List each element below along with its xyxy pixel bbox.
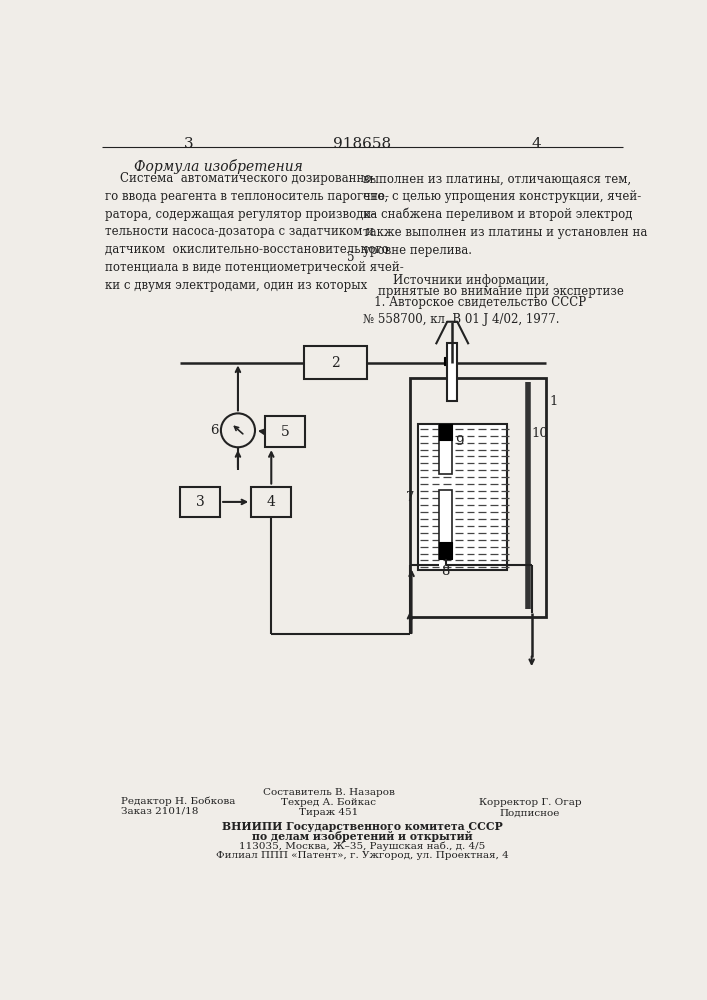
Bar [410,378,546,617]
Text: Корректор Г. Огар: Корректор Г. Огар [479,798,581,807]
Text: принятые во внимание при экспертизе: принятые во внимание при экспертизе [363,285,624,298]
Bar [448,343,457,401]
Text: Заказ 2101/18: Заказ 2101/18 [121,806,198,815]
Text: Редактор Н. Бобкова: Редактор Н. Бобкова [121,796,235,806]
Text: 4: 4 [532,137,541,151]
Bar [304,346,368,379]
Text: 7: 7 [405,491,414,504]
Bar [180,487,220,517]
Bar [418,424,507,570]
Text: 918658: 918658 [333,137,391,151]
Text: Источники информации,: Источники информации, [363,274,549,287]
Text: Техред А. Бойкас: Техред А. Бойкас [281,798,376,807]
Text: Формула изобретения: Формула изобретения [134,158,303,174]
Bar [251,487,291,517]
Bar [440,424,452,440]
Bar [444,357,451,365]
Text: Система  автоматического дозированно-
го ввода реагента в теплоноситель парогене: Система автоматического дозированно- го … [105,172,404,292]
Text: Подписное: Подписное [500,808,561,817]
Text: 1: 1 [549,395,558,408]
Text: 5: 5 [346,251,354,264]
Text: 3: 3 [196,495,204,509]
Text: Тираж 451: Тираж 451 [299,808,358,817]
Text: 10: 10 [532,427,549,440]
Text: 6: 6 [210,424,218,437]
Text: Составитель В. Назаров: Составитель В. Назаров [263,788,395,797]
Text: 9: 9 [455,435,464,448]
Text: 8: 8 [441,565,450,578]
Text: выполнен из платины, отличающаяся тем,
что, с целью упрощения конструкции, ячей-: выполнен из платины, отличающаяся тем, ч… [363,172,647,257]
Text: 2: 2 [331,356,340,370]
Text: Филиал ППП «Патент», г. Ужгород, ул. Проектная, 4: Филиал ППП «Патент», г. Ужгород, ул. Про… [216,852,508,860]
Text: 1. Авторское свидетельство СССР
№ 558700, кл. В 01 J 4/02, 1977.: 1. Авторское свидетельство СССР № 558700… [363,296,586,326]
Text: ВНИИПИ Государственного комитета СССР: ВНИИПИ Государственного комитета СССР [221,821,503,832]
Text: 4: 4 [267,495,276,509]
Bar [265,416,305,447]
Text: 113035, Москва, Ж–35, Раушская наб., д. 4/5: 113035, Москва, Ж–35, Раушская наб., д. … [239,841,485,851]
Bar [440,542,452,559]
Bar [440,424,452,474]
Text: 5: 5 [281,425,290,439]
Text: по делам изобретений и открытий: по делам изобретений и открытий [252,831,472,842]
Bar [440,490,452,559]
Text: 3: 3 [185,137,194,151]
